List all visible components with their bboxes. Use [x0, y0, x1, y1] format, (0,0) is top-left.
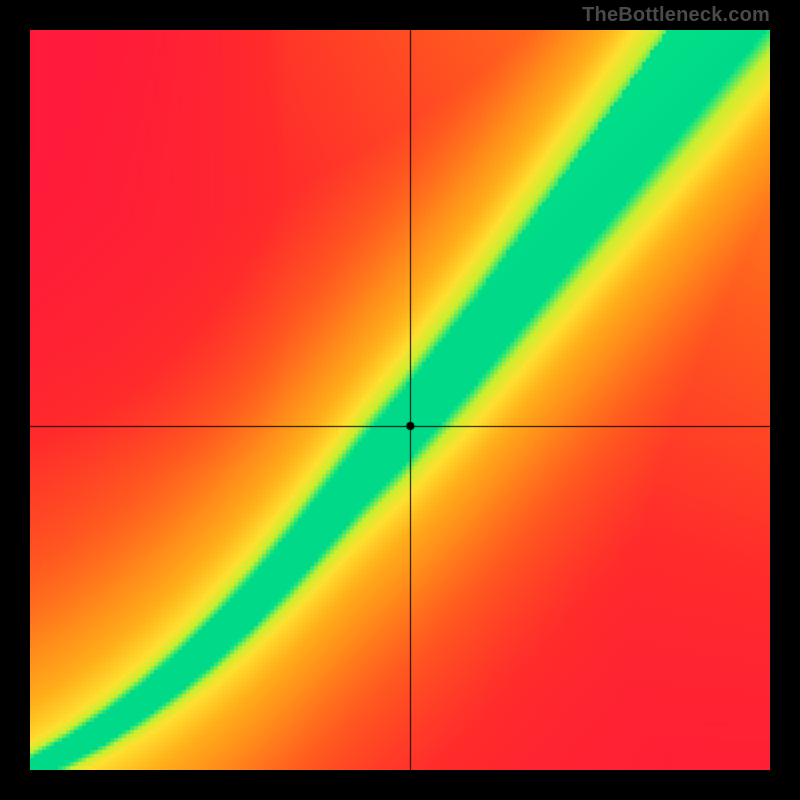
- chart-container: TheBottleneck.com: [0, 0, 800, 800]
- heatmap-canvas: [30, 30, 770, 770]
- heatmap-plot: [30, 30, 770, 770]
- watermark-text: TheBottleneck.com: [582, 4, 770, 27]
